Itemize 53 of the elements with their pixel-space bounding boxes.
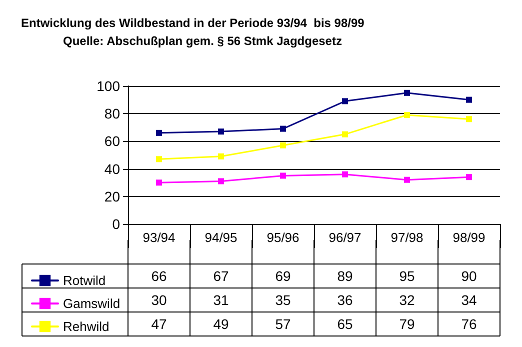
data-label: 36: [337, 292, 353, 308]
point: [280, 172, 286, 179]
point: [466, 96, 472, 103]
y-tick-label: 80: [104, 106, 120, 122]
data-label: 32: [399, 292, 415, 308]
data-label: 95: [399, 268, 415, 284]
y-tick-label: 0: [112, 216, 120, 232]
point: [466, 116, 472, 122]
legend-label: Rotwild: [63, 273, 106, 288]
y-tick-label: 40: [104, 160, 120, 177]
y-tick-label: 100: [96, 78, 120, 94]
data-label: 31: [213, 292, 229, 308]
point: [218, 128, 224, 135]
legend-label: Rehwild: [63, 319, 110, 334]
point: [404, 90, 410, 96]
x-tick-label: 96/97: [328, 230, 362, 245]
point: [156, 130, 162, 136]
data-label: 69: [275, 268, 291, 284]
data-label: 66: [151, 268, 167, 284]
point: [342, 98, 348, 104]
x-tick-label: 93/94: [142, 230, 176, 245]
data-label: 89: [337, 268, 353, 284]
point: [342, 171, 348, 178]
data-label: 49: [213, 316, 229, 332]
y-tick-label: 20: [104, 188, 120, 204]
data-label: 65: [337, 316, 353, 332]
data-label: 79: [399, 316, 415, 332]
x-tick-label: 95/96: [266, 230, 300, 245]
data-label: 35: [275, 292, 291, 308]
point: [156, 180, 162, 186]
data-label: 67: [213, 268, 229, 284]
legend-label: Gamswild: [63, 296, 120, 311]
data-label: 34: [461, 292, 477, 308]
chart-subtitle: Quelle: Abschußplan gem. § 56 Stmk Jagdgesetz: [63, 34, 342, 48]
point: [280, 126, 286, 132]
point: [156, 156, 162, 162]
point: [404, 176, 410, 183]
data-label: 30: [151, 292, 167, 308]
data-label: 57: [275, 316, 291, 332]
x-tick-label: 97/98: [390, 230, 424, 245]
point: [218, 178, 224, 184]
x-tick-label: 94/95: [204, 230, 238, 245]
point: [218, 153, 224, 160]
chart-title: Entwicklung des Wildbestand in der Periode 93/94 bis 98/99: [21, 16, 365, 30]
data-label: 90: [461, 268, 477, 284]
data-label: 76: [461, 316, 477, 332]
point: [466, 174, 472, 180]
point: [342, 131, 348, 138]
point: [404, 112, 410, 118]
y-tick-label: 60: [104, 133, 120, 150]
point: [280, 142, 286, 148]
data-label: 47: [151, 316, 167, 332]
x-tick-label: 98/99: [452, 230, 486, 245]
